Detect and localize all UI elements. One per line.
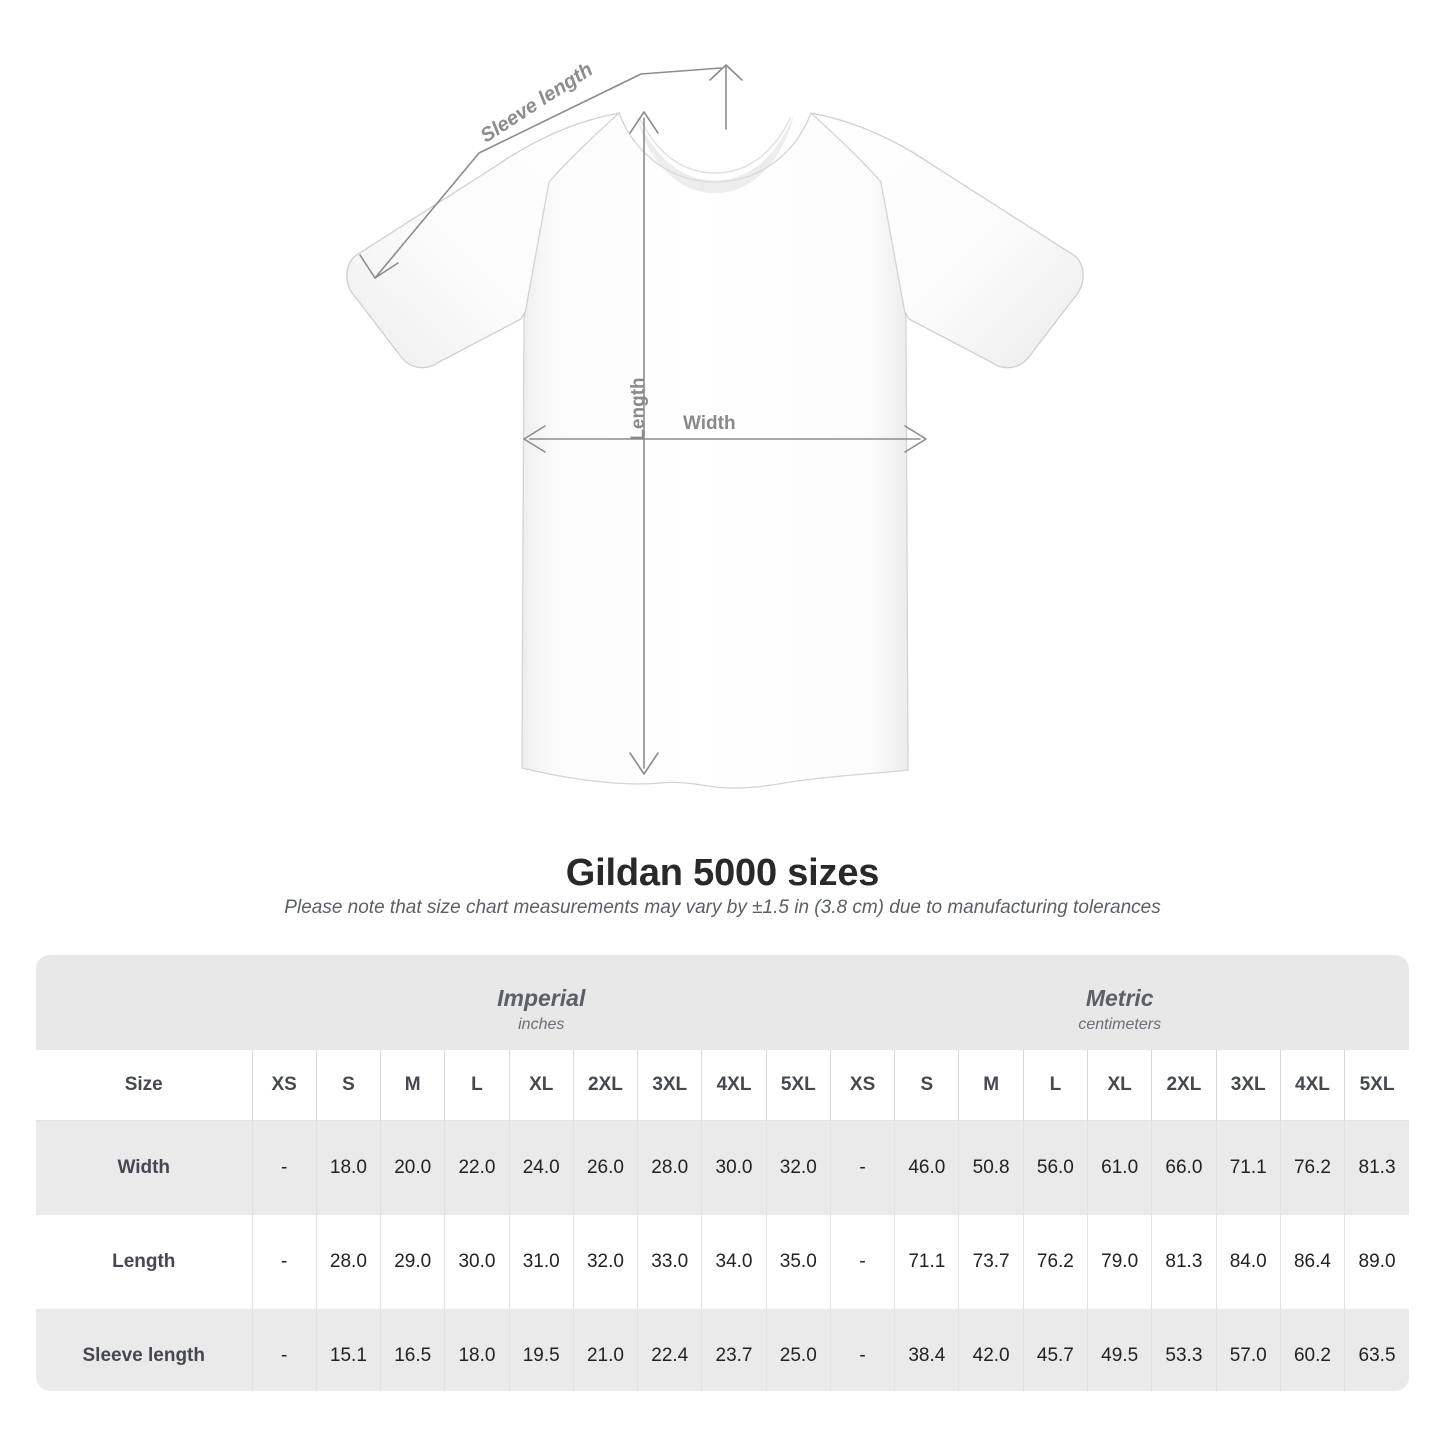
- svg-text:Length: Length: [628, 377, 649, 440]
- svg-text:Width: Width: [683, 413, 736, 434]
